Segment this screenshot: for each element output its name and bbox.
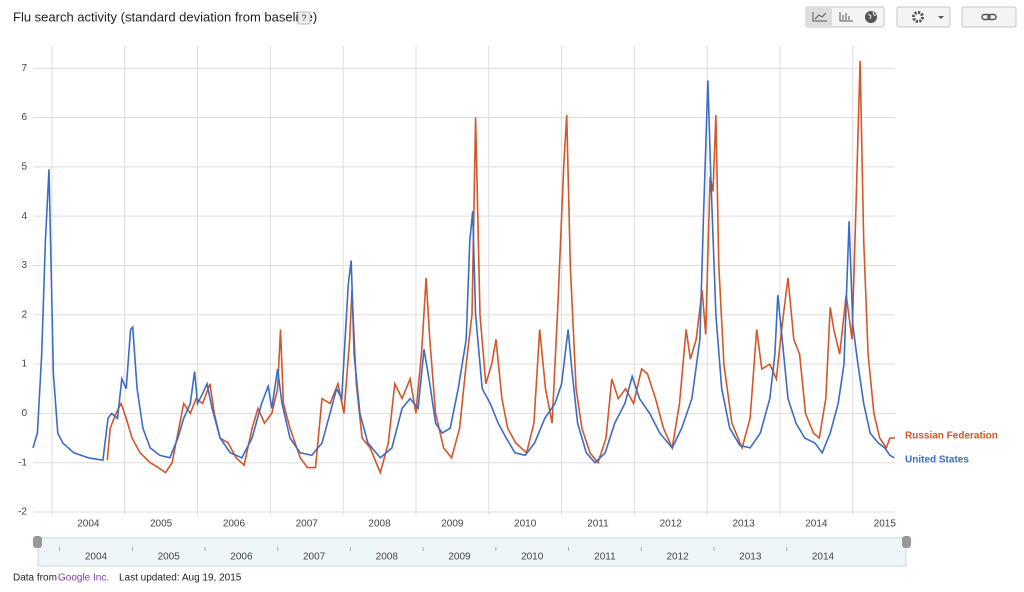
x-tick-label: 2011: [587, 519, 609, 530]
navigator-label: 2014: [812, 552, 835, 563]
navigator-label: 2012: [666, 552, 689, 563]
y-tick-label: 3: [21, 260, 27, 271]
navigator-label: 2006: [230, 552, 253, 563]
footer-prefix: Data from: [13, 573, 57, 584]
icon: [867, 11, 876, 20]
navigator-label: 2004: [85, 552, 108, 563]
icon: [987, 13, 997, 21]
y-tick-label: 2: [21, 309, 27, 320]
y-tick-label: -2: [18, 507, 27, 518]
y-tick-label: -1: [18, 457, 27, 468]
legend-label: Russian Federation: [905, 431, 998, 442]
series-line: [32, 80, 895, 464]
x-tick-label: 2012: [660, 519, 683, 530]
icon: [981, 13, 991, 21]
navigator-range[interactable]: [37, 537, 907, 567]
navigator-label: 2008: [376, 552, 399, 563]
help-button[interactable]: [297, 11, 311, 25]
x-tick-label: 2010: [514, 519, 537, 530]
navigator-label: 2009: [448, 552, 471, 563]
help-text[interactable]: ?: [301, 13, 306, 23]
y-tick-label: 6: [21, 112, 27, 123]
x-tick-label: 2004: [77, 519, 100, 530]
icon: [812, 12, 827, 22]
footer-source-link[interactable]: Google Inc.: [58, 573, 109, 584]
y-tick-label: 0: [21, 408, 27, 419]
navigator-label: 2011: [594, 552, 616, 563]
x-tick-label: 2005: [150, 519, 173, 530]
line-view-button[interactable]: [807, 8, 832, 26]
navigator-label: 2013: [739, 552, 762, 563]
navigator-label: 2007: [303, 552, 326, 563]
navigator-label: 2010: [521, 552, 544, 563]
y-tick-label: 1: [21, 359, 27, 370]
icon: [839, 12, 853, 22]
navigator-handle[interactable]: [902, 536, 911, 548]
x-tick-label: 2013: [732, 519, 755, 530]
icon: [912, 11, 924, 23]
x-tick-label: 2008: [368, 519, 391, 530]
x-tick-label: 2014: [805, 519, 828, 530]
x-tick-label: 2007: [296, 519, 319, 530]
y-tick-label: 5: [21, 161, 27, 172]
chart-title: Flu search activity (standard deviation …: [13, 9, 317, 24]
x-tick-label: 2006: [223, 519, 246, 530]
y-tick-label: 7: [21, 63, 27, 74]
legend-label: United States: [905, 454, 969, 465]
link-button[interactable]: [961, 6, 1017, 28]
icon: [814, 12, 827, 20]
x-tick-label: 2009: [441, 519, 464, 530]
icon: [938, 16, 944, 19]
navigator[interactable]: 2004 2005 2006 2007 2008 2009 2010 2011 2012 2013…: [33, 536, 911, 567]
navigator-handle[interactable]: [33, 536, 42, 548]
footer-updated: Last updated: Aug 19, 2015: [119, 573, 242, 584]
grid: [33, 46, 895, 515]
y-tick-label: 4: [21, 211, 27, 222]
toolbar: [805, 6, 1017, 28]
series-line: [106, 60, 895, 476]
navigator-label: 2005: [158, 552, 181, 563]
x-tick-label: 2015: [874, 519, 897, 530]
